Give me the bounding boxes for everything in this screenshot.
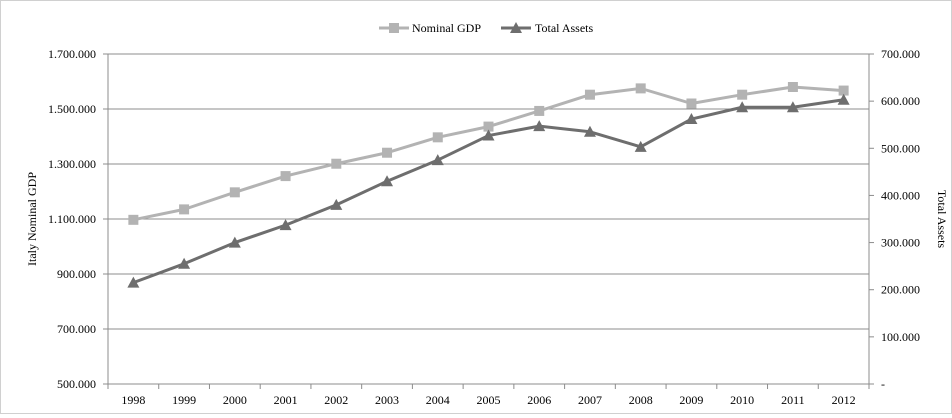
x-axis-tick-label: 2009 bbox=[679, 393, 703, 407]
legend-label-total-assets: Total Assets bbox=[535, 21, 593, 35]
data-point-nominal-gdp bbox=[534, 105, 545, 116]
data-point-total-assets bbox=[786, 101, 799, 113]
x-axis-tick-label: 2002 bbox=[324, 393, 348, 407]
data-point-total-assets bbox=[178, 257, 191, 269]
x-axis-tick-label: 1999 bbox=[172, 393, 196, 407]
x-axis-tick-label: 2000 bbox=[223, 393, 247, 407]
x-axis-tick-label: 2006 bbox=[527, 393, 551, 407]
legend: Nominal GDP Total Assets bbox=[379, 21, 593, 35]
axes: 500.000 700.000 900.000 1.100.000 1.300.000 1… bbox=[48, 47, 920, 407]
data-point-nominal-gdp bbox=[737, 89, 748, 100]
data-point-nominal-gdp bbox=[584, 89, 595, 100]
y-axis-right-tick-label: 300.000 bbox=[881, 236, 920, 250]
x-axis-tick-label: 2004 bbox=[426, 393, 450, 407]
y-axis-right-tick-label: 500.000 bbox=[881, 141, 920, 155]
data-point-nominal-gdp bbox=[686, 98, 697, 109]
data-point-nominal-gdp bbox=[838, 85, 849, 96]
legend-label-nominal-gdp: Nominal GDP bbox=[412, 21, 481, 35]
data-point-total-assets bbox=[381, 175, 394, 187]
data-point-total-assets bbox=[482, 129, 495, 141]
y-axis-left-tick-label: 1.700.000 bbox=[48, 47, 96, 61]
y-axis-right-tick-label: 700.000 bbox=[881, 47, 920, 61]
series bbox=[127, 82, 850, 288]
y-axis-right-title: Total Assets bbox=[935, 190, 949, 248]
y-axis-left-tick-label: 500.000 bbox=[57, 377, 96, 391]
x-axis-tick-label: 2010 bbox=[730, 393, 754, 407]
legend-item-total-assets: Total Assets bbox=[501, 21, 593, 35]
data-point-nominal-gdp bbox=[787, 82, 798, 92]
data-point-nominal-gdp bbox=[483, 121, 494, 132]
data-point-total-assets bbox=[228, 236, 241, 248]
data-point-total-assets bbox=[330, 198, 343, 210]
x-axis-tick-label: 2003 bbox=[375, 393, 399, 407]
x-axis-tick-label: 2005 bbox=[477, 393, 501, 407]
data-point-nominal-gdp bbox=[432, 132, 443, 143]
data-point-total-assets bbox=[685, 113, 698, 125]
y-axis-left-title: Italy Nominal GDP bbox=[25, 172, 39, 266]
legend-item-nominal-gdp: Nominal GDP bbox=[379, 21, 481, 35]
y-axis-left-tick-label: 1.100.000 bbox=[48, 212, 96, 226]
data-point-total-assets bbox=[127, 276, 140, 288]
data-point-total-assets bbox=[736, 101, 749, 113]
data-point-nominal-gdp bbox=[280, 171, 291, 182]
legend-marker-nominal-gdp bbox=[389, 23, 399, 33]
y-axis-right-tick-label: - bbox=[881, 377, 885, 391]
x-axis-tick-label: 2001 bbox=[274, 393, 298, 407]
legend-marker-total-assets bbox=[510, 22, 522, 33]
x-axis-tick-label: 2011 bbox=[781, 393, 805, 407]
x-axis-tick-label: 2012 bbox=[832, 393, 856, 407]
y-axis-right-tick-label: 100.000 bbox=[881, 330, 920, 344]
x-axis-tick-label: 1998 bbox=[121, 393, 145, 407]
data-point-nominal-gdp bbox=[179, 204, 190, 215]
x-axis-tick-label: 2007 bbox=[578, 393, 602, 407]
data-point-nominal-gdp bbox=[229, 187, 240, 198]
data-point-total-assets bbox=[279, 219, 292, 231]
x-axis-tick-label: 2008 bbox=[629, 393, 653, 407]
y-axis-left-tick-label: 1.300.000 bbox=[48, 157, 96, 171]
data-point-nominal-gdp bbox=[128, 214, 139, 225]
data-point-total-assets bbox=[431, 154, 444, 166]
data-point-total-assets bbox=[837, 93, 850, 105]
y-axis-right-tick-label: 600.000 bbox=[881, 94, 920, 108]
y-axis-left-tick-label: 900.000 bbox=[57, 267, 96, 281]
y-axis-left-tick-label: 1.500.000 bbox=[48, 102, 96, 116]
data-point-total-assets bbox=[634, 140, 647, 152]
data-point-total-assets bbox=[583, 125, 596, 137]
y-axis-right-tick-label: 200.000 bbox=[881, 283, 920, 297]
y-axis-right-tick-label: 400.000 bbox=[881, 188, 920, 202]
data-point-nominal-gdp bbox=[331, 158, 342, 169]
data-point-total-assets bbox=[533, 120, 546, 132]
data-point-nominal-gdp bbox=[382, 147, 393, 158]
data-point-nominal-gdp bbox=[635, 83, 646, 94]
gridlines bbox=[108, 53, 869, 330]
y-axis-left-tick-label: 700.000 bbox=[57, 322, 96, 336]
